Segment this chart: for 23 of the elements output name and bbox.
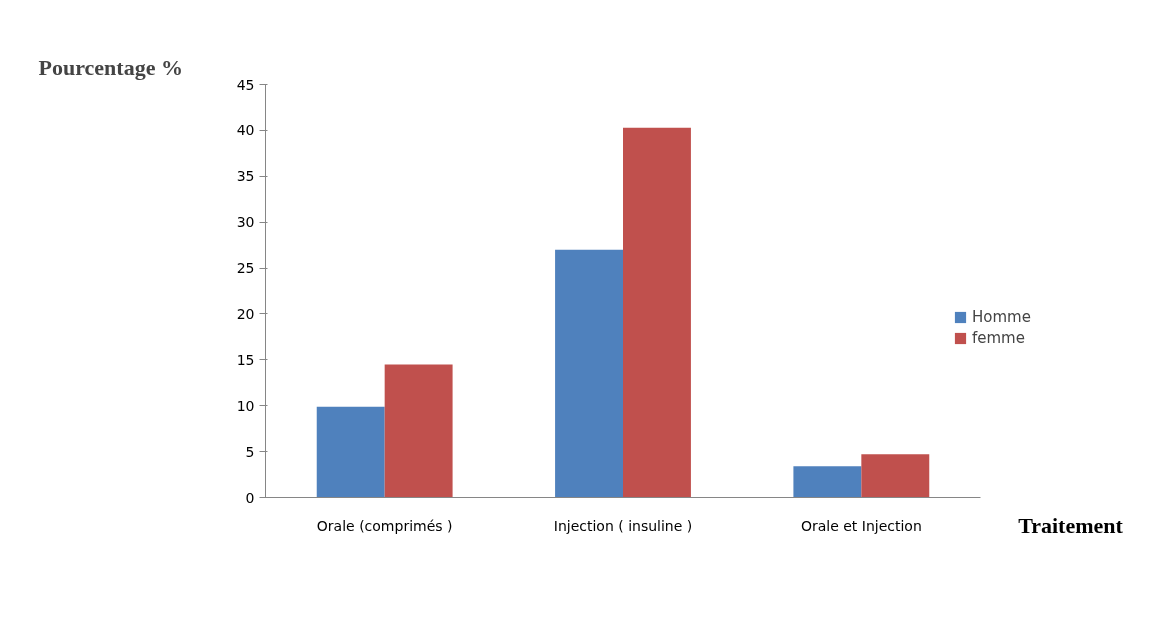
bar — [555, 249, 623, 498]
y-tick-label: 25 — [236, 260, 255, 277]
bar — [861, 454, 930, 498]
bar — [384, 364, 453, 498]
x-tick-label: Injection ( insuline ) — [553, 517, 693, 534]
y-tick-label: 20 — [236, 305, 255, 322]
y-tick-label: 30 — [236, 214, 255, 231]
x-tick-label: Orale et Injection — [800, 517, 922, 534]
y-tick-label: 15 — [236, 351, 255, 368]
legend-label: Homme — [972, 308, 1031, 326]
x-tick-label: Orale (comprimés ) — [316, 517, 453, 534]
y-tick-label: 10 — [236, 397, 255, 414]
x-axis-title: Traitement — [1018, 512, 1124, 538]
y-tick-label: 0 — [245, 489, 255, 506]
y-tick-label: 35 — [236, 168, 255, 185]
y-tick-label: 5 — [245, 443, 255, 460]
bar — [316, 406, 385, 498]
legend-label: femme — [972, 329, 1025, 347]
bar — [623, 127, 691, 498]
y-tick-label: 45 — [236, 76, 255, 93]
y-axis-title: Pourcentage % — [38, 54, 183, 80]
y-tick-label: 40 — [236, 122, 255, 139]
bar — [793, 466, 862, 498]
